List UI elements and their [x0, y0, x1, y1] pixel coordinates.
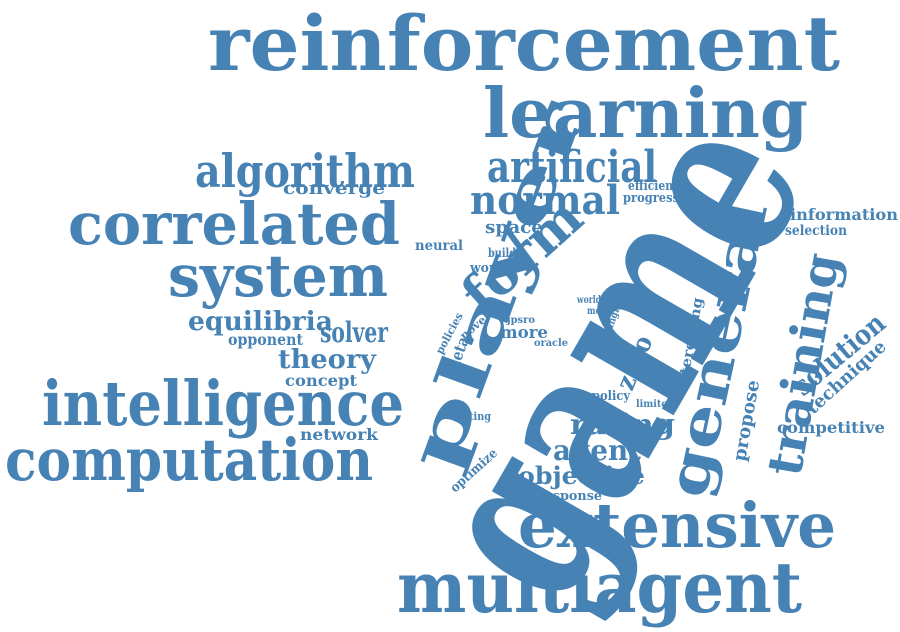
word: selection	[785, 223, 847, 239]
word: extensive	[518, 489, 836, 562]
word: system	[168, 242, 388, 310]
word: algorithm	[195, 144, 415, 198]
word: space	[485, 217, 543, 238]
word: multiagent	[397, 546, 802, 629]
word: objective	[518, 461, 645, 490]
word-cloud-words: reinforcement learning game player algor…	[5, 0, 898, 632]
word: normal	[470, 177, 620, 224]
word: network	[300, 425, 379, 444]
word: correlated	[68, 190, 400, 258]
word: artificial	[487, 142, 657, 193]
word: more	[500, 323, 548, 343]
word: rating	[570, 408, 675, 441]
word: world	[576, 295, 601, 306]
word: competitive	[777, 418, 885, 437]
word: concept	[285, 371, 358, 390]
word: oracle	[534, 338, 568, 349]
word: jpsro	[506, 315, 535, 326]
word: learning	[483, 74, 808, 154]
word: opponent	[228, 330, 304, 349]
word: reinforcement	[208, 0, 840, 88]
word: setting	[453, 410, 491, 423]
word: progress	[623, 191, 679, 206]
word: efficient	[628, 179, 678, 194]
word: solver	[320, 316, 389, 349]
word: information	[790, 205, 898, 224]
word: computation	[5, 426, 373, 494]
word: policy	[592, 389, 630, 404]
word: most	[587, 306, 609, 317]
word: intelligence	[42, 367, 404, 440]
word: agent	[553, 434, 641, 467]
word: limited	[636, 399, 674, 410]
word: build	[488, 246, 516, 260]
word: theory	[278, 345, 377, 375]
word: neural	[415, 238, 463, 254]
word: response	[538, 489, 602, 504]
word: equilibria	[188, 307, 333, 337]
word: work	[469, 261, 505, 276]
word: converge	[283, 178, 385, 199]
